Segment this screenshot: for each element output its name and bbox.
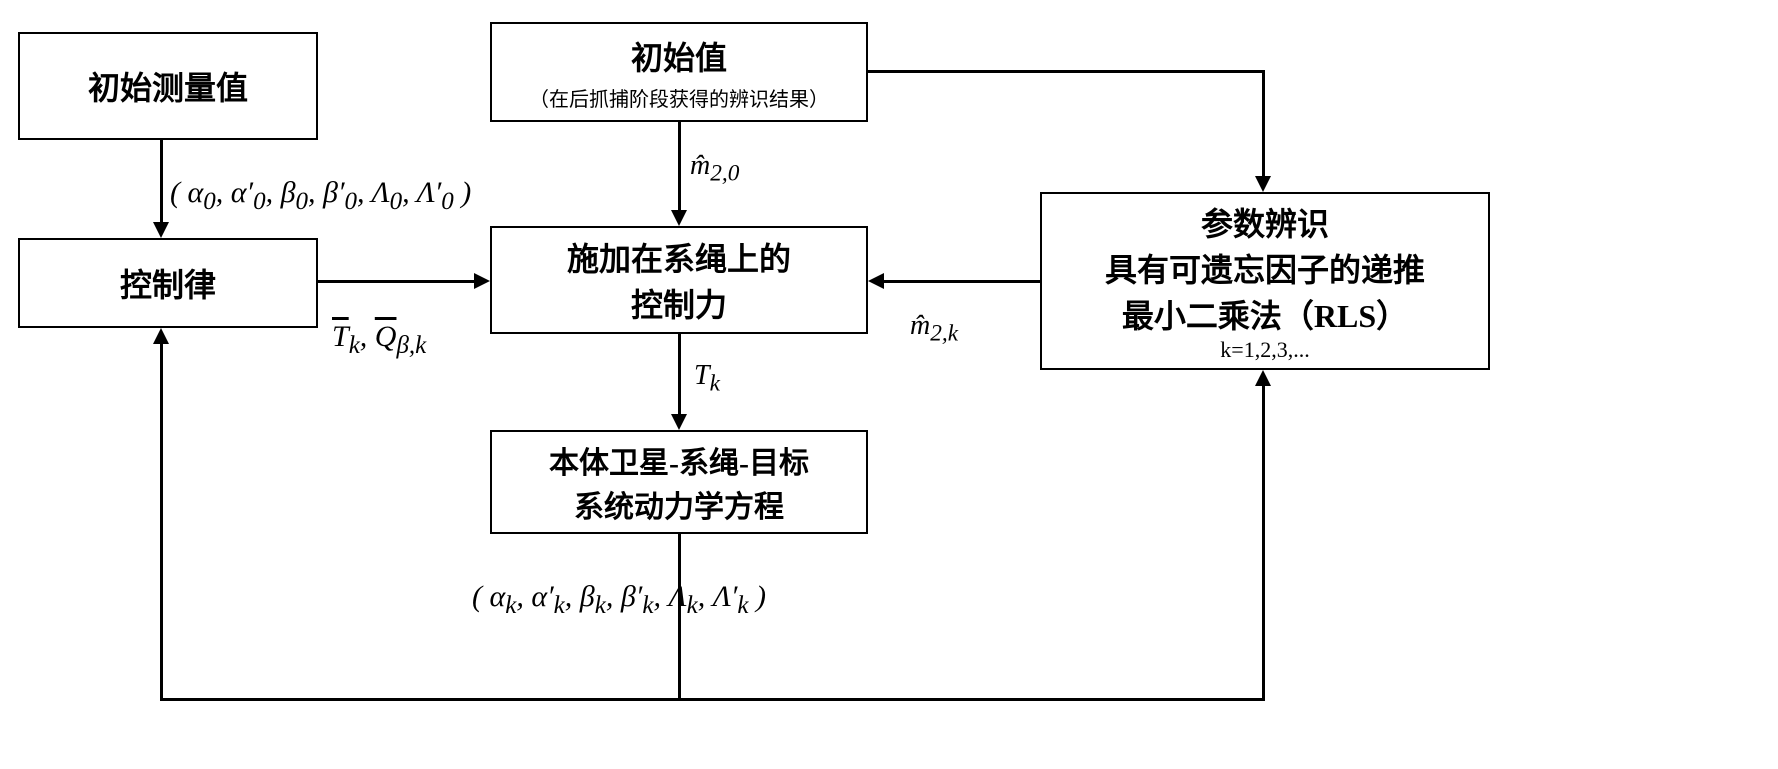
edge-controlforce-dynamics-label: Tk (694, 360, 720, 398)
edge-initvalue-paramid-h (868, 70, 1265, 73)
edge-controllaw-controlforce (318, 280, 474, 283)
edge-controlforce-dynamics-head (671, 414, 687, 430)
edge-paramid-controlforce-head (868, 273, 884, 289)
node-param-id-line4: k=1,2,3,... (1220, 337, 1309, 363)
edge-initvalue-controlforce-label: m̂2,0 (690, 150, 739, 188)
node-init-measure: 初始测量值 (18, 32, 318, 140)
node-control-law-title: 控制律 (120, 260, 216, 306)
node-param-id-line3: 最小二乘法（RLS） (1122, 291, 1408, 337)
node-dynamics-line2: 系统动力学方程 (574, 482, 784, 526)
edge-paramid-controlforce (884, 280, 1040, 283)
node-control-force-line2: 控制力 (631, 280, 727, 326)
node-dynamics-line1: 本体卫星-系绳-目标 (549, 438, 809, 482)
edge-feedback-controllaw-v (160, 344, 163, 700)
edge-feedback-paramid-head (1255, 370, 1271, 386)
edge-dynamics-out-label: ( αk, α′k, βk, β′k, Λk, Λ′k ) (472, 580, 766, 620)
node-param-id-line2: 具有可遗忘因子的递推 (1105, 245, 1425, 291)
edge-controllaw-controlforce-label: Tk, Qβ,k (332, 320, 426, 360)
edge-initvalue-paramid-v (1262, 70, 1265, 176)
edge-controlforce-dynamics (678, 334, 681, 414)
edge-feedback-paramid-v (1262, 386, 1265, 700)
node-init-value-title: 初始值 (631, 33, 727, 79)
node-control-law: 控制律 (18, 238, 318, 328)
edge-feedback-controllaw-h (160, 698, 681, 701)
node-param-id-line1: 参数辨识 (1201, 199, 1329, 245)
node-control-force-line1: 施加在系绳上的 (567, 234, 791, 280)
edge-initmeasure-controllaw-label: ( α0, α′0, β0, β′0, Λ0, Λ′0 ) (170, 176, 471, 216)
node-init-value-subtitle: （在后抓捕阶段获得的辨识结果） (529, 83, 829, 112)
edge-initmeasure-controllaw (160, 140, 163, 222)
edge-initvalue-controlforce (678, 122, 681, 210)
node-param-id: 参数辨识 具有可遗忘因子的递推 最小二乘法（RLS） k=1,2,3,... (1040, 192, 1490, 370)
node-control-force: 施加在系绳上的 控制力 (490, 226, 868, 334)
edge-controllaw-controlforce-head (474, 273, 490, 289)
edge-feedback-controllaw-head (153, 328, 169, 344)
node-init-value: 初始值 （在后抓捕阶段获得的辨识结果） (490, 22, 868, 122)
edge-initmeasure-controllaw-head (153, 222, 169, 238)
edge-paramid-controlforce-label: m̂2,k (910, 310, 958, 348)
node-dynamics: 本体卫星-系绳-目标 系统动力学方程 (490, 430, 868, 534)
edge-initvalue-paramid-head (1255, 176, 1271, 192)
node-init-measure-title: 初始测量值 (88, 63, 248, 109)
edge-feedback-paramid-h (678, 698, 1265, 701)
edge-initvalue-controlforce-head (671, 210, 687, 226)
